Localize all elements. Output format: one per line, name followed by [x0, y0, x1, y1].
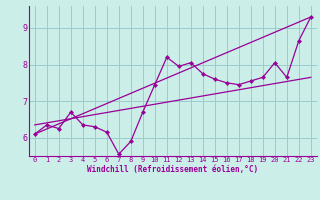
X-axis label: Windchill (Refroidissement éolien,°C): Windchill (Refroidissement éolien,°C)	[87, 165, 258, 174]
